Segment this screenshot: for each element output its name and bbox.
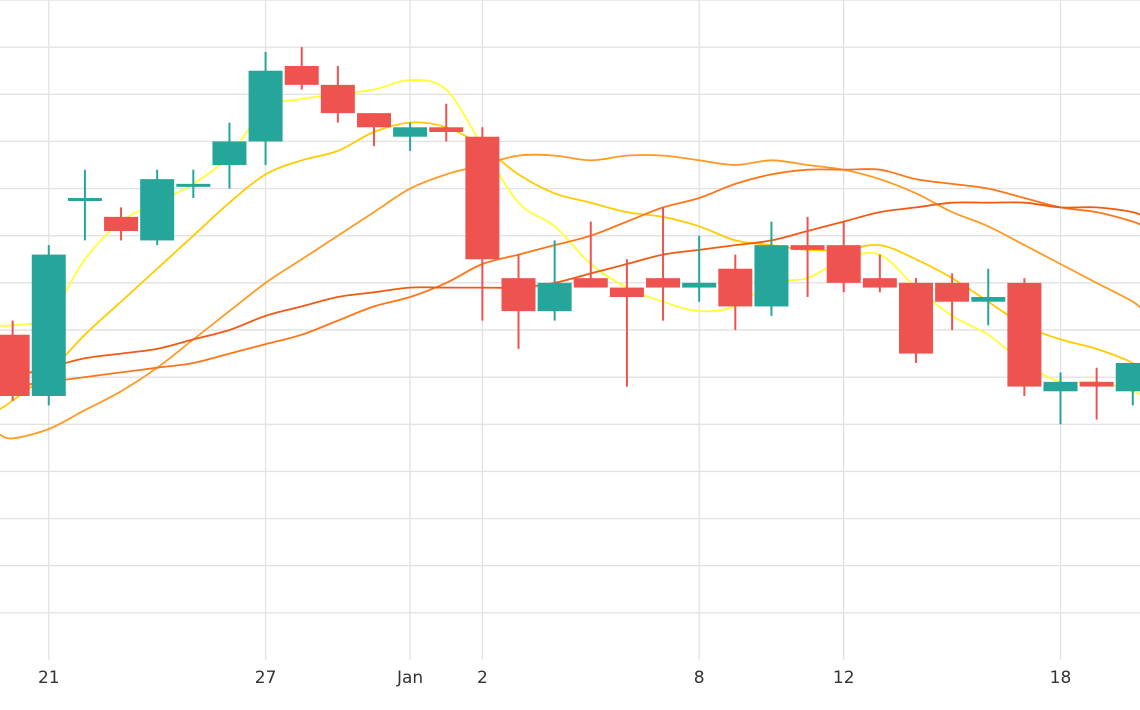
candle-body-down (790, 245, 825, 250)
candle (393, 122, 428, 151)
candle (826, 221, 861, 293)
candle (31, 245, 66, 406)
candle (176, 169, 211, 198)
candle-body-down (465, 136, 500, 260)
candle-body-up (971, 297, 1006, 302)
moving-average-line-3 (0, 153, 1140, 440)
candle (646, 207, 681, 321)
candle-body-up (537, 282, 572, 312)
candle (1115, 363, 1140, 406)
horizontal-gridlines (0, 0, 1140, 614)
candle (898, 278, 933, 363)
candle-body-down (573, 278, 608, 288)
x-tick-label: 2 (477, 668, 488, 688)
candle-body-down (862, 278, 897, 288)
x-tick-label: 27 (255, 668, 277, 688)
candle (1007, 278, 1042, 396)
candle-body-up (754, 245, 789, 307)
candle-body-down (356, 113, 391, 128)
candle-body-down (609, 287, 644, 297)
x-tick-label: 8 (694, 668, 705, 688)
candle-body-down (429, 127, 464, 132)
x-tick-label: Jan (396, 668, 423, 688)
candle (573, 221, 608, 288)
moving-average-line-5 (0, 201, 1140, 383)
candle-body-down (284, 66, 319, 85)
candle (465, 127, 500, 321)
candle (718, 254, 753, 330)
candle-body-up (682, 282, 717, 288)
candle-body-down (320, 84, 355, 114)
candle-body-up (31, 254, 66, 396)
candle-body-down (826, 245, 861, 283)
candle (790, 216, 825, 297)
candle (248, 51, 283, 165)
candle (429, 103, 464, 142)
candle (1043, 372, 1078, 425)
candle (682, 235, 717, 302)
candle (284, 47, 319, 90)
candle-body-down (104, 216, 139, 231)
candle-body-down (935, 282, 970, 302)
candle-body-down (1007, 282, 1042, 387)
moving-average-line-4 (0, 168, 1140, 392)
candle-body-up (393, 127, 428, 137)
candle-body-down (646, 278, 681, 288)
candle-body-down (718, 268, 753, 307)
candle (971, 268, 1006, 326)
candle (609, 259, 644, 387)
candle (140, 169, 175, 246)
candle-body-down (501, 278, 536, 312)
candle (212, 122, 247, 189)
candle-body-down (0, 334, 30, 396)
candle (862, 254, 897, 293)
x-tick-label: 21 (38, 668, 60, 688)
candle (320, 66, 355, 123)
candle-body-down (1079, 381, 1114, 387)
candle (754, 221, 789, 316)
candle (935, 273, 970, 330)
candle-body-up (140, 179, 175, 241)
x-axis-tick-labels: 21 27 Jan 2 8 12 18 (38, 668, 1071, 688)
candle (1079, 367, 1114, 420)
candle (104, 207, 139, 241)
candle-body-up (176, 183, 211, 187)
moving-average-line-2 (0, 121, 1140, 411)
candle (501, 254, 536, 349)
candle-body-up (1043, 381, 1078, 392)
x-tick-label: 12 (833, 668, 855, 688)
candle-body-up (212, 141, 247, 165)
candle (0, 320, 30, 401)
x-tick-label: 18 (1050, 668, 1072, 688)
candle (67, 169, 102, 241)
candle (537, 240, 572, 321)
candle-body-up (248, 70, 283, 142)
candle-body-up (67, 198, 102, 201)
candle (356, 113, 391, 147)
candle-body-down (898, 282, 933, 354)
candlesticks (0, 47, 1140, 425)
candle-body-up (1115, 363, 1140, 392)
